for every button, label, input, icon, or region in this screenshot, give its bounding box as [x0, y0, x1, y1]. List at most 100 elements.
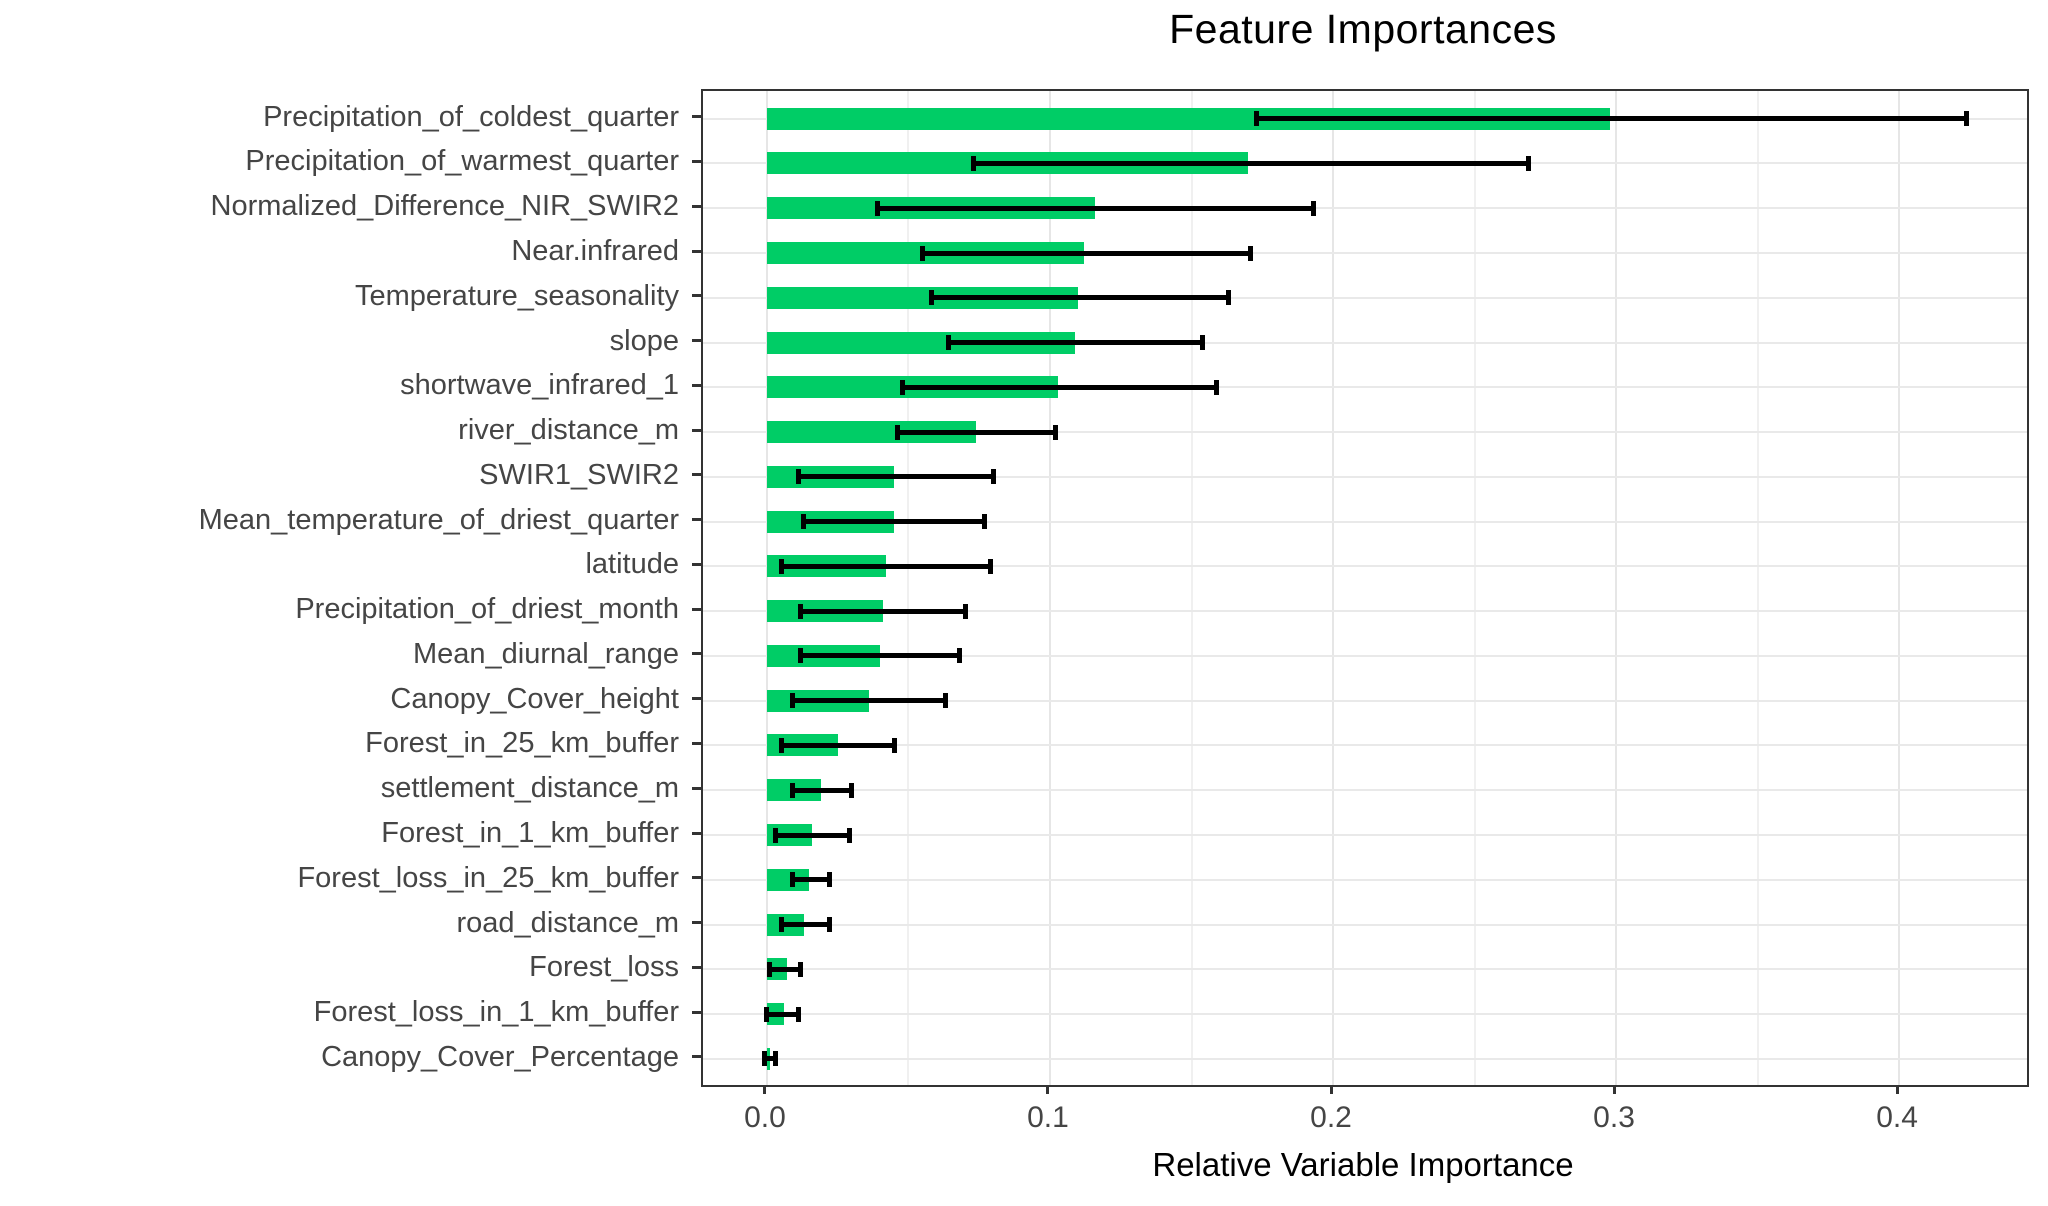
y-axis-label: Canopy_Cover_Percentage: [321, 1040, 679, 1073]
error-bar-cap-right: [1225, 290, 1231, 306]
error-bar-line: [877, 205, 1314, 211]
error-bar-cap-right: [1214, 379, 1220, 395]
error-bar-line: [973, 160, 1529, 166]
y-axis-label: Normalized_Difference_NIR_SWIR2: [210, 190, 679, 223]
error-bar-cap-left: [798, 603, 804, 619]
y-axis-tick: [692, 965, 701, 969]
error-bar-cap-left: [778, 917, 784, 933]
error-bar-line: [792, 877, 830, 883]
y-axis-tick: [692, 831, 701, 835]
error-bar-line: [781, 922, 830, 928]
x-axis-tick: [763, 1085, 767, 1094]
error-bar-line: [769, 966, 801, 972]
y-axis-label: Canopy_Cover_height: [390, 682, 679, 715]
gridline-major-vertical: [765, 91, 768, 1085]
plot-panel: [701, 89, 2029, 1087]
error-bar-line: [766, 1011, 799, 1017]
y-axis-label: Temperature_seasonality: [354, 279, 679, 312]
gridline-major-horizontal: [703, 520, 2027, 523]
x-axis-tick-label: 0.4: [1876, 1101, 1918, 1134]
y-axis-tick: [692, 249, 701, 253]
error-bar-cap-left: [789, 782, 795, 798]
y-axis-tick: [692, 697, 701, 701]
gridline-minor-vertical: [907, 91, 910, 1085]
gridline-major-horizontal: [703, 1057, 2027, 1060]
gridline-major-horizontal: [703, 610, 2027, 613]
y-axis-label: Near.infrared: [511, 235, 679, 267]
error-bar-cap-right: [846, 827, 852, 843]
error-bar-cap-right: [798, 961, 804, 977]
error-bar-cap-left: [920, 245, 926, 261]
gridline-minor-vertical: [1756, 91, 1759, 1085]
y-axis-label: Forest_loss_in_1_km_buffer: [313, 996, 679, 1029]
gridline-major-horizontal: [703, 386, 2027, 389]
y-axis-label: SWIR1_SWIR2: [479, 458, 679, 491]
importance-bar: [766, 331, 1076, 354]
y-axis-tick: [692, 518, 701, 522]
importance-bar: [766, 868, 810, 891]
error-bar-cap-right: [826, 872, 832, 888]
importance-bar: [766, 107, 1611, 130]
error-bar-cap-left: [761, 1051, 767, 1067]
error-bar-cap-right: [826, 917, 832, 933]
y-axis-tick: [692, 339, 701, 343]
error-bar-cap-right: [1248, 245, 1254, 261]
y-axis-label: Mean_temperature_of_driest_quarter: [198, 503, 679, 536]
y-axis-tick: [692, 1010, 701, 1014]
gridline-major-horizontal: [703, 1013, 2027, 1016]
gridline-major-horizontal: [703, 431, 2027, 434]
x-axis-tick-label: 0.1: [1027, 1101, 1069, 1134]
gridline-major-horizontal: [703, 834, 2027, 837]
error-bar-cap-left: [900, 379, 906, 395]
error-bar-cap-right: [988, 558, 994, 574]
gridline-major-vertical: [1048, 91, 1051, 1085]
y-axis-tick: [692, 562, 701, 566]
error-bar-line: [792, 698, 946, 704]
error-bar-line: [775, 832, 850, 838]
error-bar-line: [800, 608, 966, 614]
y-axis-label: Mean_diurnal_range: [412, 637, 679, 670]
error-bar-line: [781, 563, 991, 569]
y-axis-tick: [692, 159, 701, 163]
y-axis-label: Forest_in_25_km_buffer: [365, 727, 679, 760]
y-axis-tick: [692, 473, 701, 477]
y-axis-tick: [692, 652, 701, 656]
error-bar-line: [803, 519, 985, 525]
error-bar-cap-left: [894, 424, 900, 440]
error-bar-cap-right: [956, 648, 962, 664]
gridline-major-horizontal: [703, 789, 2027, 792]
chart-title: Feature Importances: [1169, 6, 1557, 52]
error-bar-line: [798, 474, 994, 480]
error-bar-cap-right: [795, 1006, 801, 1022]
error-bar-line: [800, 653, 960, 659]
gridline-major-horizontal: [703, 475, 2027, 478]
gridline-major-horizontal: [703, 565, 2027, 568]
y-axis-label: Precipitation_of_warmest_quarter: [245, 145, 679, 178]
gridline-major-horizontal: [703, 341, 2027, 344]
y-axis-label: latitude: [585, 548, 679, 581]
error-bar-cap-left: [764, 1006, 770, 1022]
y-axis-label: river_distance_m: [458, 414, 679, 447]
x-axis-tick: [1329, 1085, 1333, 1094]
error-bar-cap-left: [798, 648, 804, 664]
error-bar-line: [931, 295, 1229, 301]
gridline-major-horizontal: [703, 699, 2027, 702]
y-axis-label: settlement_distance_m: [380, 772, 679, 805]
gridline-major-vertical: [1615, 91, 1618, 1085]
importance-bar: [766, 286, 1079, 309]
y-axis-label: Forest_loss_in_25_km_buffer: [297, 861, 679, 894]
error-bar-cap-right: [891, 737, 897, 753]
error-bar-cap-left: [801, 514, 807, 530]
error-bar-cap-right: [772, 1051, 778, 1067]
y-axis-tick: [692, 115, 701, 119]
error-bar-cap-right: [1310, 200, 1316, 216]
error-bar-cap-left: [971, 155, 977, 171]
error-bar-cap-right: [1200, 335, 1206, 351]
gridline-major-vertical: [1898, 91, 1901, 1085]
y-axis-tick: [692, 1055, 701, 1059]
error-bar-cap-right: [1964, 111, 1970, 127]
error-bar-line: [902, 384, 1217, 390]
x-axis-title: Relative Variable Importance: [1152, 1146, 1574, 1183]
gridline-major-horizontal: [703, 654, 2027, 657]
